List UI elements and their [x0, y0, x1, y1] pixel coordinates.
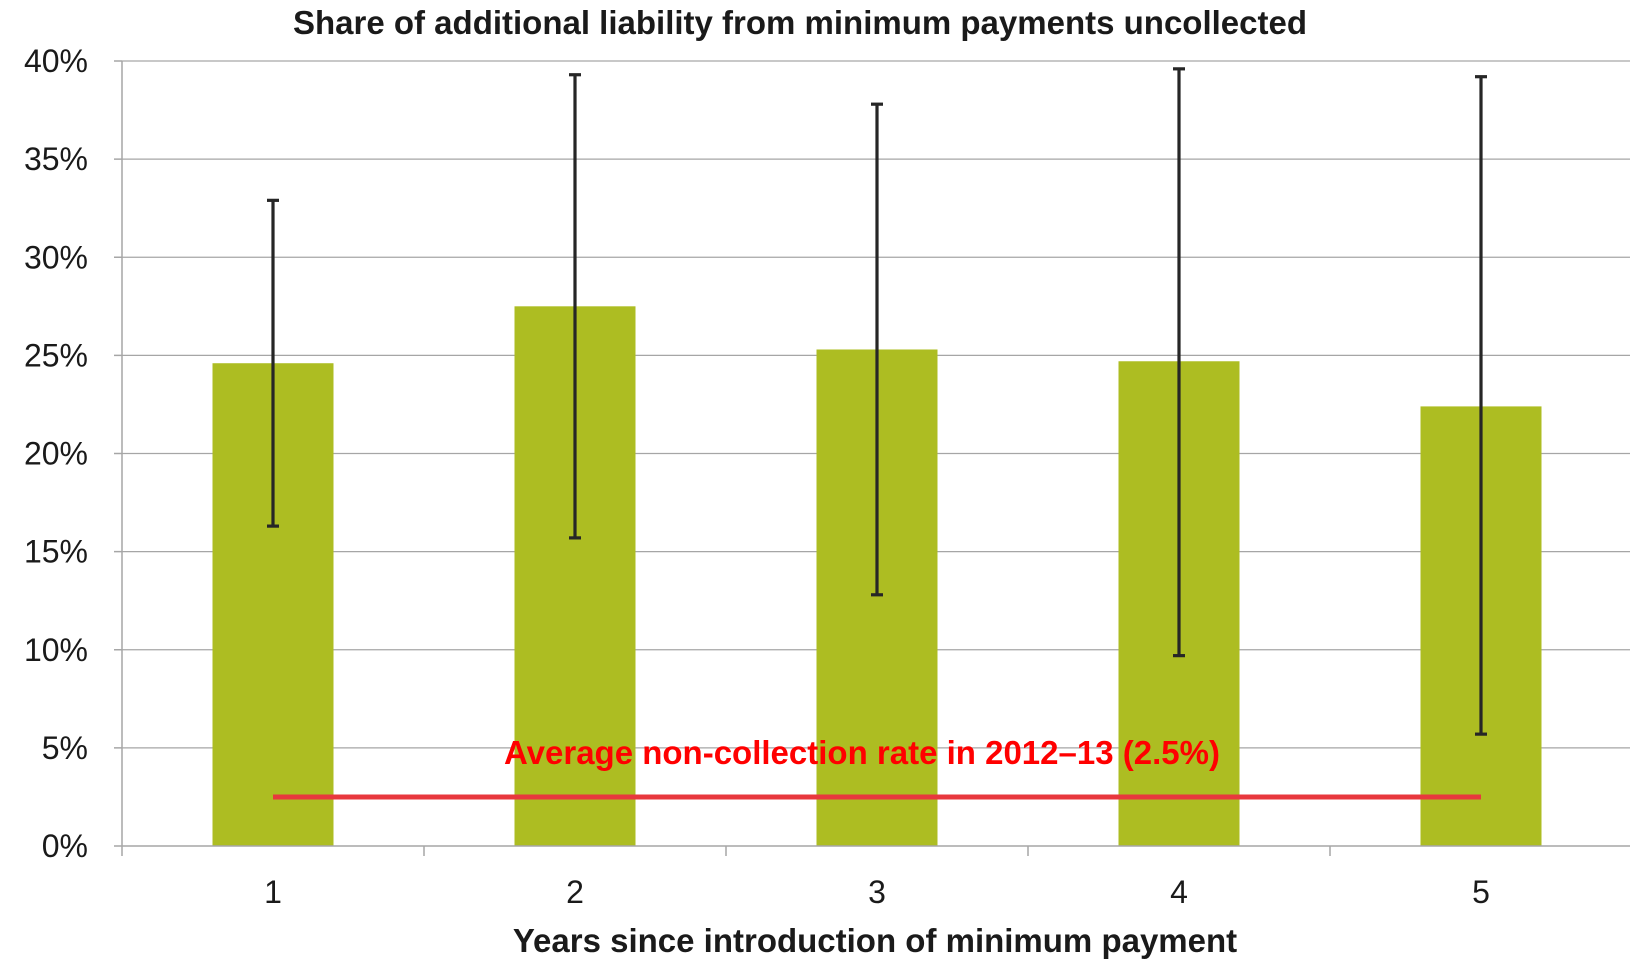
x-tick-label: 5: [1472, 874, 1490, 910]
y-tick-label: 10%: [24, 632, 88, 668]
y-tick-label: 40%: [24, 43, 88, 79]
x-tick-label: 1: [264, 874, 282, 910]
x-axis-label: Years since introduction of minimum paym…: [513, 922, 1237, 959]
y-axis-tick-labels: 0% 5% 10% 15% 20% 25% 30% 35% 40%: [24, 43, 122, 864]
x-axis-tick-labels: 1 2 3 4 5: [121, 846, 1490, 910]
reference-line-label: Average non-collection rate in 2012–13 (…: [504, 734, 1220, 771]
x-tick-label: 3: [868, 874, 886, 910]
y-tick-label: 20%: [24, 436, 88, 472]
chart-title: Share of additional liability from minim…: [293, 4, 1307, 41]
y-tick-label: 5%: [42, 730, 88, 766]
y-tick-label: 35%: [24, 141, 88, 177]
x-tick-label: 4: [1170, 874, 1188, 910]
y-tick-label: 0%: [42, 828, 88, 864]
y-tick-label: 15%: [24, 534, 88, 570]
error-bars: [267, 67, 1487, 736]
y-tick-label: 25%: [24, 337, 88, 373]
x-tick-label: 2: [566, 874, 584, 910]
y-tick-label: 30%: [24, 239, 88, 275]
